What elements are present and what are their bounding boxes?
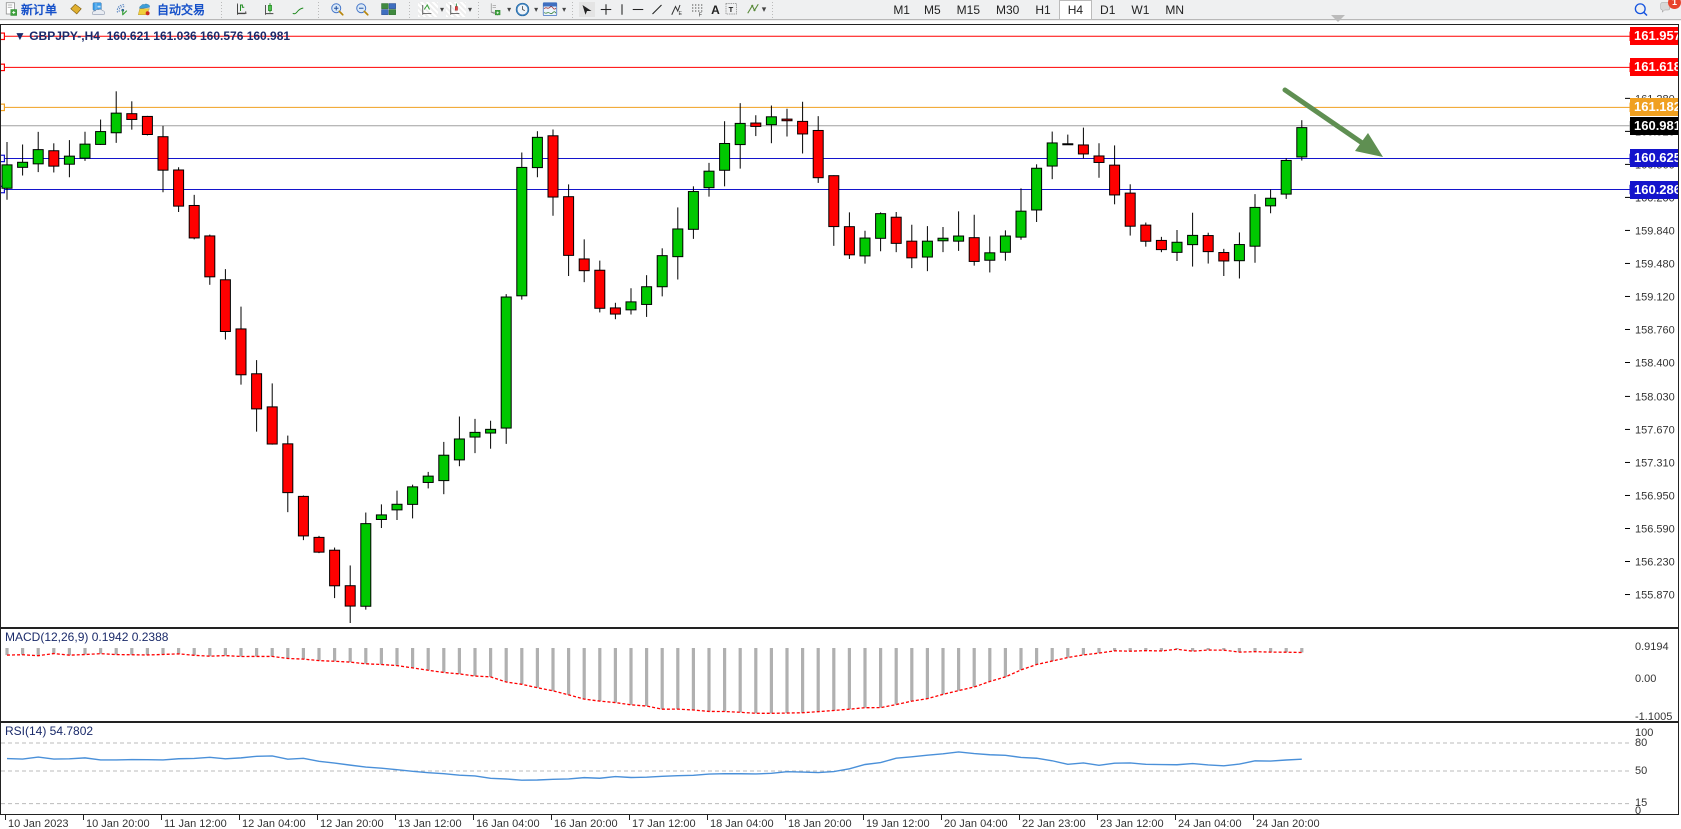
- svg-text:155.870: 155.870: [1635, 590, 1675, 602]
- svg-text:158.030: 158.030: [1635, 391, 1675, 403]
- svg-text:156.590: 156.590: [1635, 523, 1675, 535]
- svg-text:156.950: 156.950: [1635, 490, 1675, 502]
- svg-text:158.760: 158.760: [1635, 324, 1675, 336]
- svg-text:159.840: 159.840: [1635, 225, 1675, 237]
- svg-text:T: T: [728, 5, 733, 14]
- svg-text:158.400: 158.400: [1635, 357, 1675, 369]
- svg-text:159.120: 159.120: [1635, 291, 1675, 303]
- svg-text:E: E: [679, 11, 683, 17]
- svg-text:F: F: [699, 12, 702, 17]
- svg-text:157.310: 157.310: [1635, 457, 1675, 469]
- svg-text:157.670: 157.670: [1635, 424, 1675, 436]
- svg-text:159.480: 159.480: [1635, 258, 1675, 270]
- svg-text:156.230: 156.230: [1635, 557, 1675, 569]
